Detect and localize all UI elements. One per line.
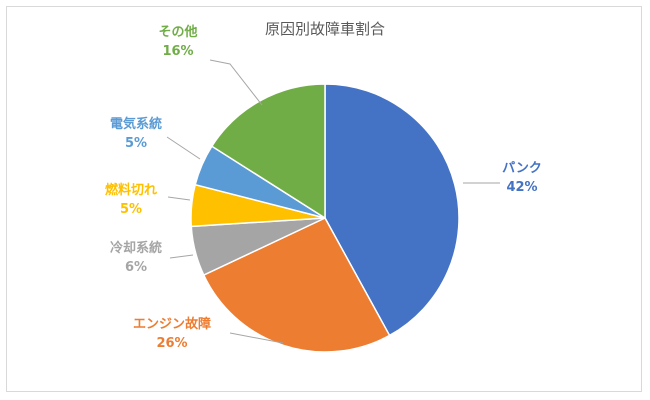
slice-label-5: 電気系統 [110,116,162,132]
slice-labels: パンク 42% エンジン故障 26% 冷却系統 6% 燃料切れ 5% 電気系統 5% その他 16% [105,24,542,351]
slice-value-5: 5% [125,136,147,151]
leader-line-3 [169,254,194,259]
pie-slices [190,83,460,353]
slice-value-2: 26% [156,336,187,351]
leader-lines [166,59,500,344]
chart-title: 原因別故障車割合 [265,20,385,38]
slice-label-6: その他 [158,24,197,40]
slice-value-4: 5% [120,202,142,217]
leader-line-5 [166,136,201,160]
slice-value-3: 6% [125,260,147,275]
pie-slice-1 [324,83,460,337]
leader-line-2 [229,332,284,344]
slice-label-4: 燃料切れ [105,182,157,198]
slice-label-1: パンク [502,161,542,176]
slice-label-3: 冷却系統 [110,240,162,256]
pie-slice-6 [210,83,326,220]
slice-label-2: エンジン故障 [133,316,211,332]
leader-line-6 [209,59,263,106]
slice-value-6: 16% [162,44,193,59]
pie-slice-2 [202,217,391,353]
slice-value-1: 42% [506,180,537,195]
leader-line-4 [167,196,191,201]
